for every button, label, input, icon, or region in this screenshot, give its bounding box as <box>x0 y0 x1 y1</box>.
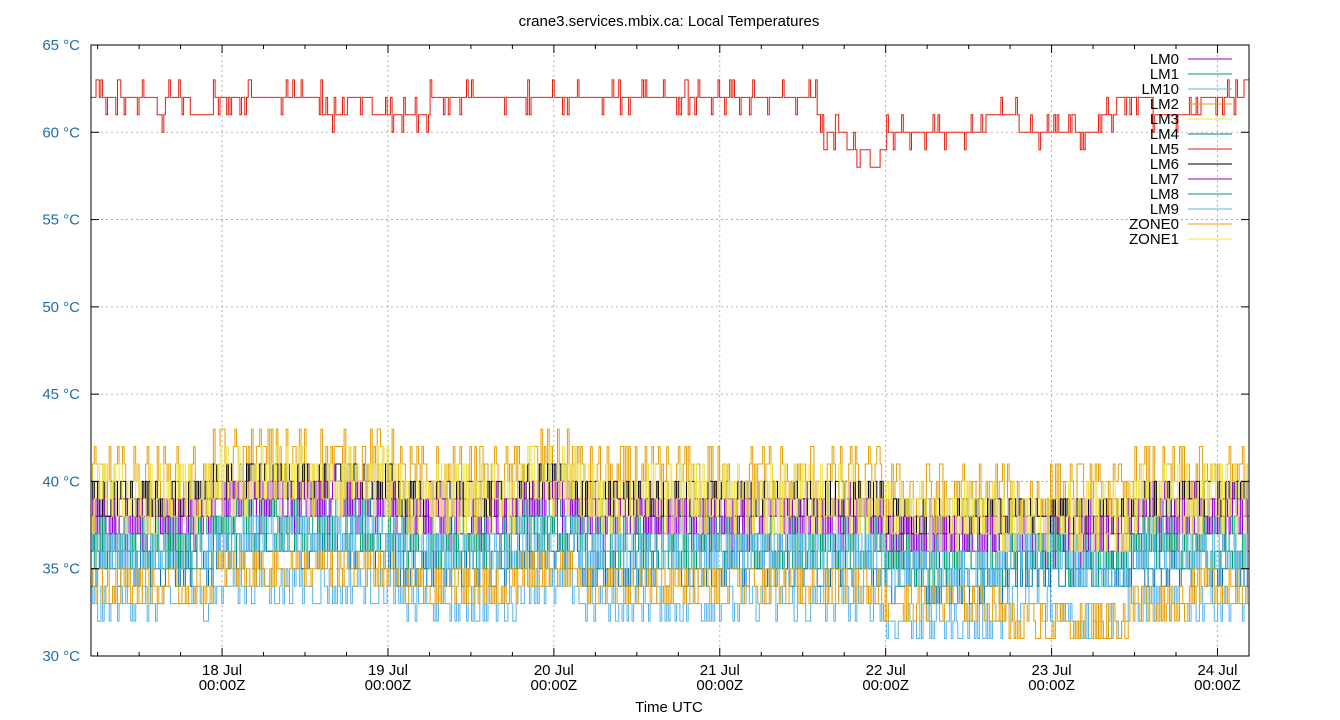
y-tick-label: 50 °C <box>42 299 80 316</box>
legend-label-lm8: LM8 <box>1150 186 1179 203</box>
x-tick-date-label: 22 Jul <box>866 662 906 679</box>
x-tick-date-label: 18 Jul <box>202 662 242 679</box>
x-axis-label: Time UTC <box>635 699 703 716</box>
x-tick-time-label: 00:00Z <box>1028 677 1075 694</box>
legend-label-lm3: LM3 <box>1150 111 1179 128</box>
legend-label-lm10: LM10 <box>1141 81 1179 98</box>
legend-label-zone1: ZONE1 <box>1129 231 1179 248</box>
x-tick-date-label: 20 Jul <box>534 662 574 679</box>
legend-label-lm1: LM1 <box>1150 66 1179 83</box>
x-tick-time-label: 00:00Z <box>1194 677 1241 694</box>
legend-label-lm2: LM2 <box>1150 96 1179 113</box>
plot-border <box>90 44 1250 657</box>
x-tick-date-label: 21 Jul <box>700 662 740 679</box>
x-tick-time-label: 00:00Z <box>696 677 743 694</box>
series-layer <box>91 79 1250 639</box>
x-tick-date-label: 24 Jul <box>1197 662 1237 679</box>
series-line-lm5 <box>91 79 1250 168</box>
y-tick-label: 35 °C <box>42 561 80 578</box>
legend-label-zone0: ZONE0 <box>1129 216 1179 233</box>
legend-label-lm0: LM0 <box>1150 51 1179 68</box>
legend-label-lm5: LM5 <box>1150 141 1179 158</box>
x-tick-time-label: 00:00Z <box>531 677 578 694</box>
x-tick-time-label: 00:00Z <box>365 677 412 694</box>
y-tick-label: 60 °C <box>42 124 80 141</box>
x-tick-time-label: 00:00Z <box>862 677 909 694</box>
series-line-zone1 <box>91 446 1250 552</box>
legend-label-lm4: LM4 <box>1150 126 1179 143</box>
series-line-zone0 <box>91 550 1250 639</box>
y-tick-label: 55 °C <box>42 212 80 229</box>
x-tick-date-label: 19 Jul <box>368 662 408 679</box>
y-tick-label: 45 °C <box>42 386 80 403</box>
x-tick-date-label: 23 Jul <box>1032 662 1072 679</box>
legend-label-lm7: LM7 <box>1150 171 1179 188</box>
y-tick-label: 30 °C <box>42 648 80 665</box>
y-axis: 30 °C 35 °C 40 °C 45 °C 50 °C 55 °C 60 °C 65 °C <box>42 37 1249 665</box>
x-tick-time-label: 00:00Z <box>199 677 246 694</box>
legend-label-lm6: LM6 <box>1150 156 1179 173</box>
legend-label-lm9: LM9 <box>1150 201 1179 218</box>
y-tick-label: 40 °C <box>42 473 80 490</box>
y-tick-label: 65 °C <box>42 37 80 54</box>
legend: LM0LM1LM10LM2LM3LM4LM5LM6LM7LM8LM9ZONE0Z… <box>1129 51 1232 248</box>
chart-title: crane3.services.mbix.ca: Local Temperatu… <box>519 13 820 30</box>
